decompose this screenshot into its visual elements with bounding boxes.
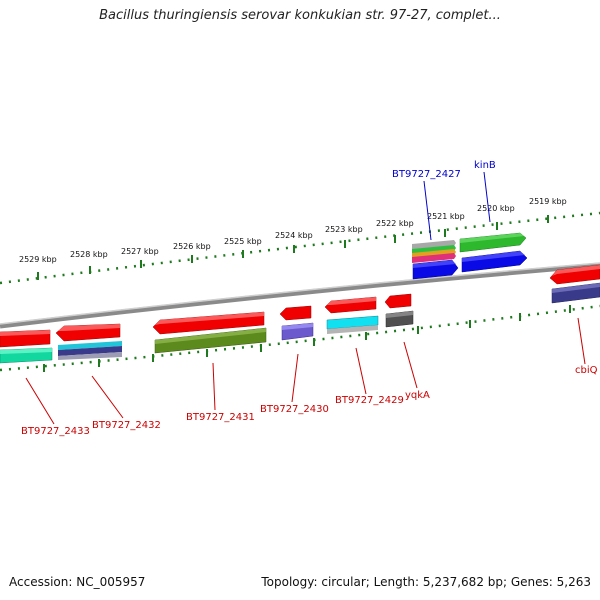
gene-yqka-red[interactable] (384, 293, 412, 309)
scale-label-2524: 2524 kbp (275, 231, 313, 240)
label-bt9727-2427[interactable]: BT9727_2427 (392, 169, 461, 180)
label-bt9727-2432[interactable]: BT9727_2432 (92, 420, 161, 431)
gene-bt9727-2432-grey[interactable] (58, 352, 122, 360)
gene-bt9727-2430-red[interactable] (279, 305, 312, 321)
scale-labels: 2529 kbp 2528 kbp 2527 kbp 2526 kbp 2525… (19, 197, 567, 264)
label-bt9727-2430[interactable]: BT9727_2430 (260, 404, 329, 415)
genome-backbone (0, 262, 600, 329)
gene-bt9727-2432-cyan[interactable] (58, 341, 122, 350)
label-cbiq[interactable]: cbiQ (575, 365, 598, 376)
inner-major-ticks (43, 305, 571, 372)
gene-bt9727-2429-grey[interactable] (327, 325, 378, 334)
scale-label-2526: 2526 kbp (173, 242, 211, 251)
gene-bt9727-2427-feature-1[interactable] (412, 240, 456, 250)
label-kinb[interactable]: kinB (474, 160, 496, 171)
topology-summary: Topology: circular; Length: 5,237,682 bp… (261, 575, 591, 589)
scale-label-2523: 2523 kbp (325, 225, 363, 234)
label-bt9727-2431[interactable]: BT9727_2431 (186, 412, 255, 423)
reverse-genes (0, 264, 600, 364)
gene-bt9727-2432-navy[interactable] (58, 346, 122, 356)
map-title: Bacillus thuringiensis serovar konkukian… (99, 8, 501, 23)
scale-label-2527: 2527 kbp (121, 247, 159, 256)
accession-text: Accession: NC_005957 (9, 575, 146, 589)
scale-label-2521: 2521 kbp (427, 212, 465, 221)
label-bt9727-2433[interactable]: BT9727_2433 (21, 426, 90, 437)
gene-labels: BT9727_2427 kinB BT9727_2433 BT9727_2432… (21, 160, 598, 437)
label-bt9727-2429[interactable]: BT9727_2429 (335, 395, 404, 406)
scale-label-2529: 2529 kbp (19, 255, 57, 264)
scale-label-2522: 2522 kbp (376, 219, 414, 228)
gene-bt9727-2427-feature-4[interactable] (412, 253, 456, 263)
scale-label-2525: 2525 kbp (224, 237, 262, 246)
label-yqka[interactable]: yqkA (405, 390, 430, 401)
scale-label-2520: 2520 kbp (477, 204, 515, 213)
outer-major-ticks (37, 215, 549, 280)
scale-label-2528: 2528 kbp (70, 250, 108, 259)
forward-genes (412, 232, 528, 280)
scale-label-2519: 2519 kbp (529, 197, 567, 206)
label-leaders (25, 171, 586, 425)
